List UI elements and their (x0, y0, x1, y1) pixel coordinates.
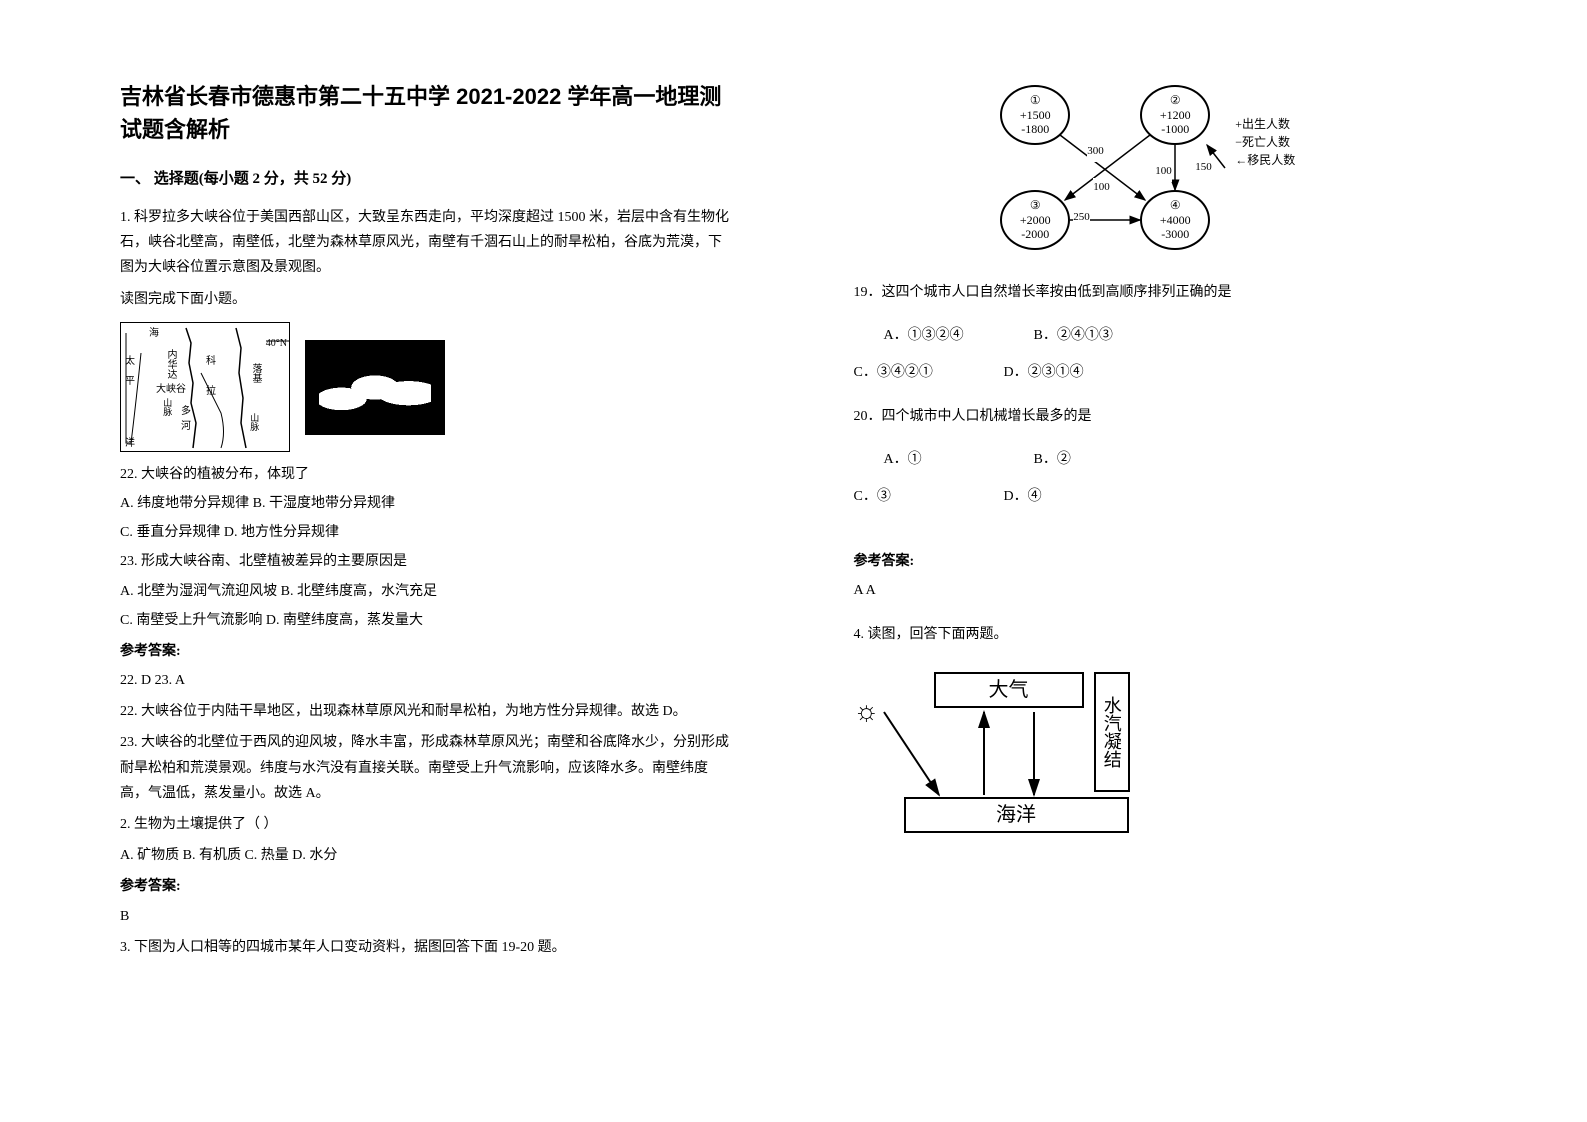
q20-opt-d: D．④ (1004, 484, 1154, 509)
q1-read-prompt: 读图完成下面小题。 (120, 287, 734, 312)
graph-edge-label: 100 (1093, 178, 1110, 198)
q1-images: 海 40°N 太 平 洋 内华达 大峡谷 山脉 科 拉 多 河 落基 山脉 (120, 322, 734, 452)
q20-opt-b: B．② (1034, 447, 1184, 472)
map-label-lat: 40°N (266, 335, 287, 353)
q1-answer-label: 参考答案: (120, 639, 734, 664)
graph-edge-label: 100 (1155, 162, 1172, 182)
graph-legend: +出生人数 −死亡人数 ←移民人数 (1235, 115, 1295, 169)
q20-opt-c: C．③ (854, 484, 1004, 509)
legend-birth: +出生人数 (1235, 115, 1295, 133)
section-header: 一、 选择题(每小题 2 分，共 52 分) (120, 166, 734, 193)
q23-stem: 23. 形成大峡谷南、北壁植被差异的主要原因是 (120, 549, 734, 574)
q19-opt-a: A．①③②④ (884, 323, 1034, 348)
map-label-sea: 海 (149, 325, 159, 343)
graph-node: ④+4000-3000 (1140, 190, 1210, 250)
q4-stem: 4. 读图，回答下面两题。 (854, 622, 1468, 647)
map-label-ke: 科 (206, 353, 216, 371)
graph-edge-label: 300 (1087, 142, 1104, 162)
q19-stem: 19．这四个城市人口自然增长率按由低到高顺序排列正确的是 (854, 280, 1468, 305)
q4-diagram: ☼ 大气 水汽凝结 海洋 (854, 667, 1154, 837)
graph-edge-label: 150 (1195, 158, 1212, 178)
canyon-map: 海 40°N 太 平 洋 内华达 大峡谷 山脉 科 拉 多 河 落基 山脉 (120, 322, 290, 452)
legend-death: −死亡人数 (1235, 133, 1295, 151)
graph-node: ①+1500-1800 (1000, 85, 1070, 145)
map-label-tai: 太 (125, 353, 135, 371)
q1-intro: 1. 科罗拉多大峡谷位于美国西部山区，大致呈东西走向，平均深度超过 1500 米… (120, 205, 734, 281)
map-label-nevada: 内华达 (161, 349, 179, 379)
q20-stem: 20．四个城市中人口机械增长最多的是 (854, 404, 1468, 429)
legend-migrant: ←移民人数 (1235, 151, 1295, 169)
map-label-luoji: 落基 (246, 363, 264, 383)
q3-stem: 3. 下图为人口相等的四城市某年人口变动资料，据图回答下面 19-20 题。 (120, 935, 734, 960)
graph-edge-label: 250 (1073, 208, 1090, 228)
map-label-mtn: 山脉 (159, 398, 175, 416)
q34-answer: A A (854, 578, 1468, 603)
map-label-shanmai: 山脉 (246, 413, 262, 431)
graph-node: ②+1200-1000 (1140, 85, 1210, 145)
q1-answers: 22. D 23. A (120, 668, 734, 693)
map-label-yang: 洋 (125, 435, 135, 453)
canyon-photo (305, 340, 445, 435)
q22-opt-cd: C. 垂直分异规律 D. 地方性分异规律 (120, 520, 734, 545)
q20-opt-a: A．① (884, 447, 1034, 472)
map-label-la: 拉 (206, 383, 216, 401)
q2-answer-label: 参考答案: (120, 874, 734, 899)
q34-answer-label: 参考答案: (854, 549, 1468, 574)
q23-opt-cd: C. 南壁受上升气流影响 D. 南壁纬度高，蒸发量大 (120, 608, 734, 633)
graph-node: ③+2000-2000 (1000, 190, 1070, 250)
map-label-he: 河 (181, 418, 191, 436)
q23-explain: 23. 大峡谷的北壁位于西风的迎风坡，降水丰富，形成森林草原风光；南壁和谷底降水… (120, 730, 734, 806)
q19-opt-c: C．③④②① (854, 360, 1004, 385)
population-graph: ①+1500-1800 ②+1200-1000 ③+2000-2000 ④+4000-… (985, 80, 1335, 260)
q22-opt-ab: A. 纬度地带分异规律 B. 干湿度地带分异规律 (120, 491, 734, 516)
q19-opt-b: B．②④①③ (1034, 323, 1184, 348)
q2-opts: A. 矿物质 B. 有机质 C. 热量 D. 水分 (120, 843, 734, 868)
document-title: 吉林省长春市德惠市第二十五中学 2021-2022 学年高一地理测试题含解析 (120, 80, 734, 146)
q23-opt-ab: A. 北壁为湿润气流迎风坡 B. 北壁纬度高，水汽充足 (120, 579, 734, 604)
map-label-ping: 平 (125, 373, 135, 391)
map-label-canyon: 大峡谷 (156, 381, 186, 399)
q2-answer: B (120, 904, 734, 929)
q2-stem: 2. 生物为土壤提供了（ ） (120, 812, 734, 837)
q22-stem: 22. 大峡谷的植被分布，体现了 (120, 462, 734, 487)
q19-opt-d: D．②③①④ (1004, 360, 1154, 385)
q22-explain: 22. 大峡谷位于内陆干旱地区，出现森林草原风光和耐旱松柏，为地方性分异规律。故… (120, 699, 734, 724)
